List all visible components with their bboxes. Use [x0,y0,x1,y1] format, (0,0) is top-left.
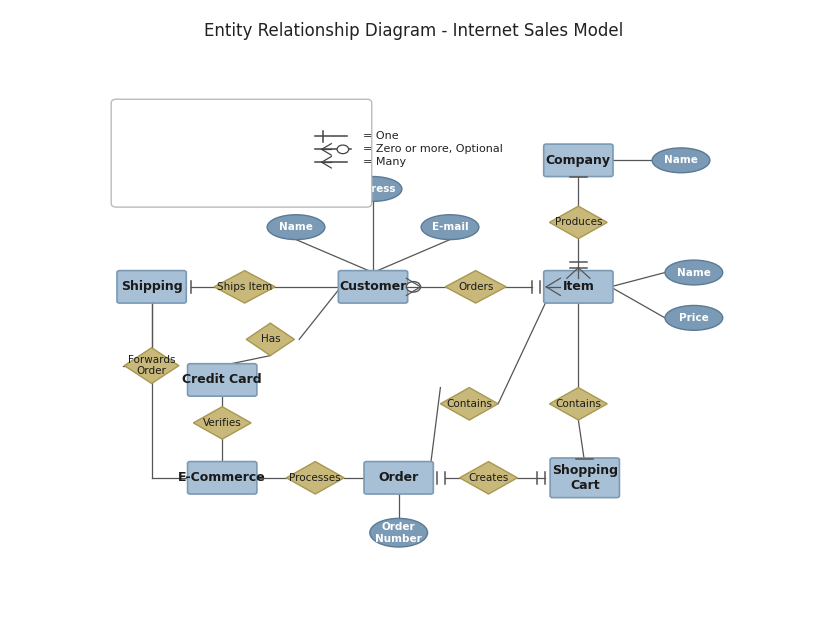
Text: Order: Order [378,471,418,484]
Text: Attribute: Attribute [255,156,311,166]
Polygon shape [193,407,251,439]
FancyBboxPatch shape [123,146,186,174]
Text: Contains: Contains [446,399,492,409]
Polygon shape [124,348,179,384]
Text: E-Commerce: E-Commerce [178,471,265,484]
FancyBboxPatch shape [549,458,619,498]
Text: Item: Item [562,280,594,293]
Polygon shape [459,461,517,494]
Text: Credit Card: Credit Card [182,373,261,386]
Text: Entity Relationship Diagram - Internet Sales Model: Entity Relationship Diagram - Internet S… [204,22,623,40]
Text: Produces: Produces [554,218,601,228]
FancyBboxPatch shape [543,144,612,177]
FancyBboxPatch shape [543,270,612,303]
Text: = Zero or more, Optional: = Zero or more, Optional [363,144,503,154]
Polygon shape [246,323,294,356]
Ellipse shape [252,148,313,172]
Polygon shape [214,270,275,303]
Text: Customer: Customer [339,280,406,293]
Text: Action: Action [201,156,237,166]
Text: Shopping
Cart: Shopping Cart [551,464,617,492]
Text: Processes: Processes [289,473,341,483]
FancyBboxPatch shape [338,270,407,303]
Text: Verifies: Verifies [203,418,241,428]
Text: Creates: Creates [468,473,508,483]
Ellipse shape [421,215,478,239]
Ellipse shape [652,148,709,173]
Polygon shape [440,388,498,420]
Text: Shipping: Shipping [121,280,182,293]
Text: = Many: = Many [363,157,406,167]
Polygon shape [445,270,505,303]
Text: Orders: Orders [457,282,493,292]
Text: Price: Price [678,313,708,323]
Text: Contains: Contains [555,399,600,409]
FancyBboxPatch shape [364,461,433,494]
FancyBboxPatch shape [111,99,371,207]
Text: Company: Company [545,154,610,167]
Text: Address: Address [349,184,396,194]
Ellipse shape [344,177,401,202]
FancyBboxPatch shape [117,270,186,303]
Polygon shape [193,147,245,174]
Polygon shape [549,388,606,420]
Text: Has: Has [261,334,280,344]
Text: Ships Item: Ships Item [217,282,272,292]
Text: = One: = One [363,131,399,141]
Ellipse shape [267,215,324,239]
Ellipse shape [664,260,722,285]
Polygon shape [549,206,606,239]
Text: Name: Name [676,267,710,278]
Text: Entity: Entity [136,156,173,166]
Ellipse shape [370,518,427,547]
FancyBboxPatch shape [188,364,256,396]
FancyBboxPatch shape [188,461,256,494]
Ellipse shape [664,306,722,330]
Polygon shape [286,461,344,494]
Text: Order
Number: Order Number [375,522,422,544]
Circle shape [406,281,420,292]
Circle shape [337,145,348,154]
Text: Name: Name [663,156,697,166]
Text: Forwards
Order: Forwards Order [127,355,175,376]
Text: Name: Name [279,222,313,232]
Text: E-mail: E-mail [431,222,468,232]
